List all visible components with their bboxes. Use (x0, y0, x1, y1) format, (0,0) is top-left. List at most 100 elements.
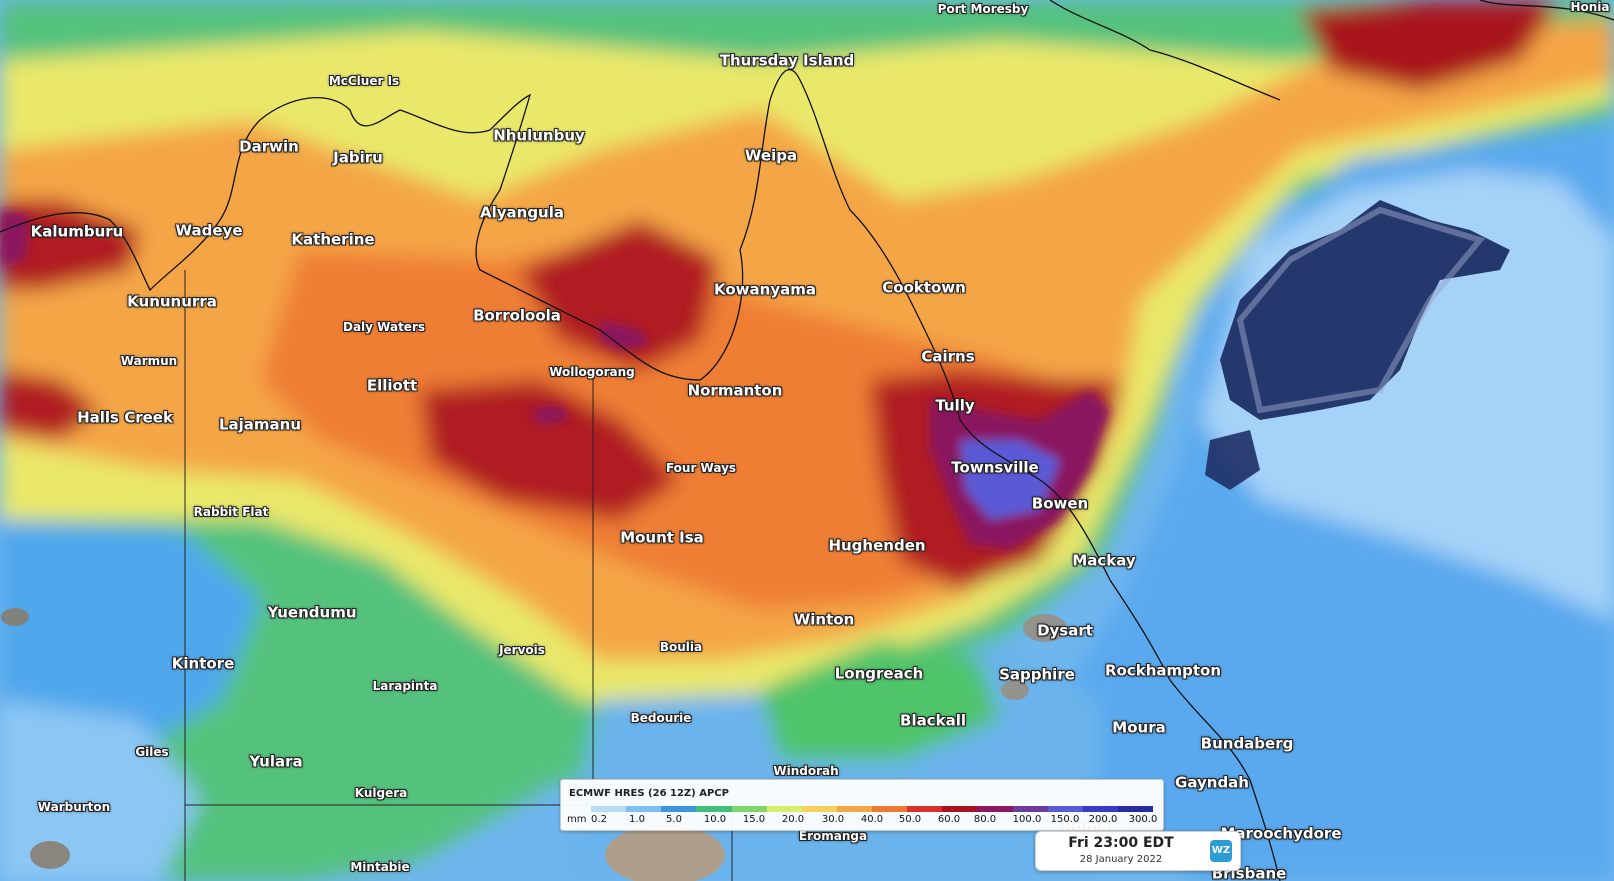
place-label-boulia: Boulia (659, 640, 703, 654)
place-label-mackay: Mackay (1072, 551, 1136, 570)
place-label-honiara: Honia (1570, 0, 1610, 14)
place-label-rockhampton: Rockhampton (1104, 661, 1222, 680)
legend-swatch-11 (977, 806, 1013, 812)
place-label-townsville: Townsville (951, 458, 1039, 477)
place-label-daly-waters: Daly Waters (342, 320, 426, 334)
legend-tick: 10.0 (703, 814, 727, 825)
place-label-normanton: Normanton (687, 381, 783, 400)
place-label-kalumburu: Kalumburu (30, 222, 124, 241)
legend-swatch-13 (1047, 806, 1083, 812)
place-label-hughenden: Hughenden (828, 536, 926, 555)
legend-tick: 30.0 (821, 814, 845, 825)
place-label-yulara: Yulara (249, 752, 303, 771)
place-label-weipa: Weipa (744, 146, 798, 165)
legend-tick: 20.0 (781, 814, 805, 825)
place-label-jabiru: Jabiru (333, 148, 383, 167)
legend-swatch-5 (766, 806, 802, 812)
legend-swatch-12 (1012, 806, 1048, 812)
forecast-timestamp[interactable]: Fri 23:00 EDT 28 January 2022 WZ (1035, 831, 1241, 871)
legend-tick: 150.0 (1050, 814, 1080, 825)
place-label-bundaberg: Bundaberg (1200, 734, 1294, 753)
place-label-mintabie: Mintabie (350, 860, 410, 874)
place-label-winton: Winton (793, 610, 855, 629)
place-label-katherine: Katherine (291, 230, 375, 249)
legend-swatch-8 (872, 806, 908, 812)
place-label-bowen: Bowen (1031, 494, 1089, 513)
place-label-elliott: Elliott (366, 376, 418, 395)
place-label-eromanga: Eromanga (798, 829, 868, 843)
place-label-tully: Tully (935, 396, 975, 415)
legend-tick: 100.0 (1012, 814, 1042, 825)
place-label-sapphire: Sapphire (999, 665, 1075, 684)
terrain-patches (1, 608, 1067, 881)
legend-unit: mm (567, 814, 587, 825)
place-label-wollogorang: Wollogorang (549, 365, 635, 379)
place-label-larapinta: Larapinta (372, 679, 438, 693)
place-label-darwin: Darwin (239, 137, 299, 156)
forecast-time: Fri 23:00 EDT (1068, 835, 1174, 851)
legend-swatch-3 (696, 806, 732, 812)
place-label-borroloola: Borroloola (473, 306, 561, 325)
forecast-date: 28 January 2022 (1079, 854, 1163, 865)
legend-swatch-14 (1082, 806, 1118, 812)
rainfall-legend: ECMWF HRES (26 12Z) APCP mm 0.2 1.0 5.0 10.… (560, 779, 1164, 831)
place-label-halls-creek: Halls Creek (77, 408, 173, 427)
place-label-giles: Giles (135, 745, 169, 759)
weatherzone-logo-icon[interactable]: WZ (1210, 840, 1232, 862)
place-label-nhulunbuy: Nhulunbuy (493, 126, 585, 145)
legend-tick: 1.0 (629, 814, 645, 825)
place-label-four-ways: Four Ways (665, 461, 737, 475)
legend-tick: 50.0 (898, 814, 922, 825)
legend-swatch-7 (836, 806, 872, 812)
place-label-dysart: Dysart (1037, 621, 1093, 640)
legend-tick: 15.0 (742, 814, 766, 825)
coral-sea-dry-patch (1205, 200, 1510, 490)
place-label-kowanyama: Kowanyama (714, 280, 816, 299)
place-label-windorah: Windorah (773, 764, 839, 778)
legend-swatch-4 (731, 806, 767, 812)
legend-swatch-9 (907, 806, 943, 812)
place-label-longreach: Longreach (834, 664, 924, 683)
legend-tick: 0.2 (591, 814, 607, 825)
place-label-rabbit-flat: Rabbit Flat (193, 505, 269, 519)
legend-swatch-1 (626, 806, 662, 812)
place-label-bedourie: Bedourie (630, 711, 692, 725)
place-label-wadeye: Wadeye (175, 221, 243, 240)
place-label-cooktown: Cooktown (882, 278, 966, 297)
place-label-alyangula: Alyangula (479, 203, 565, 222)
place-label-kulgera: Kulgera (354, 786, 408, 800)
place-label-mccluer-is: McCluer Is (328, 74, 400, 88)
place-label-lajamanu: Lajamanu (218, 415, 302, 434)
place-label-maroochydore: Maroochydore (1220, 824, 1342, 843)
state-borders (184, 270, 733, 881)
place-label-kununurra: Kununurra (127, 292, 217, 311)
place-label-thursday-island: Thursday Island (719, 51, 855, 70)
legend-tick: 80.0 (973, 814, 997, 825)
place-label-kintore: Kintore (171, 654, 235, 673)
legend-swatch-6 (801, 806, 837, 812)
legend-color-bar (591, 806, 1153, 812)
place-label-yuendumu: Yuendumu (267, 603, 357, 622)
legend-tick: 60.0 (937, 814, 961, 825)
legend-tick: 200.0 (1088, 814, 1118, 825)
place-label-gayndah: Gayndah (1175, 773, 1249, 792)
place-label-moura: Moura (1112, 718, 1166, 737)
place-label-cairns: Cairns (921, 347, 975, 366)
legend-tick: 5.0 (666, 814, 682, 825)
place-label-warburton: Warburton (37, 800, 111, 814)
legend-title: ECMWF HRES (26 12Z) APCP (569, 788, 729, 799)
legend-swatch-0 (591, 806, 627, 812)
place-label-jervois: Jervois (499, 643, 545, 657)
place-label-warmun: Warmun (120, 354, 178, 368)
place-label-port-moresby: Port Moresby (937, 2, 1029, 16)
place-label-mount-isa: Mount Isa (620, 528, 704, 547)
legend-swatch-10 (942, 806, 978, 812)
legend-tick: 40.0 (860, 814, 884, 825)
legend-swatch-15 (1117, 806, 1153, 812)
legend-tick: 300.0 (1128, 814, 1158, 825)
place-label-blackall: Blackall (900, 711, 966, 730)
